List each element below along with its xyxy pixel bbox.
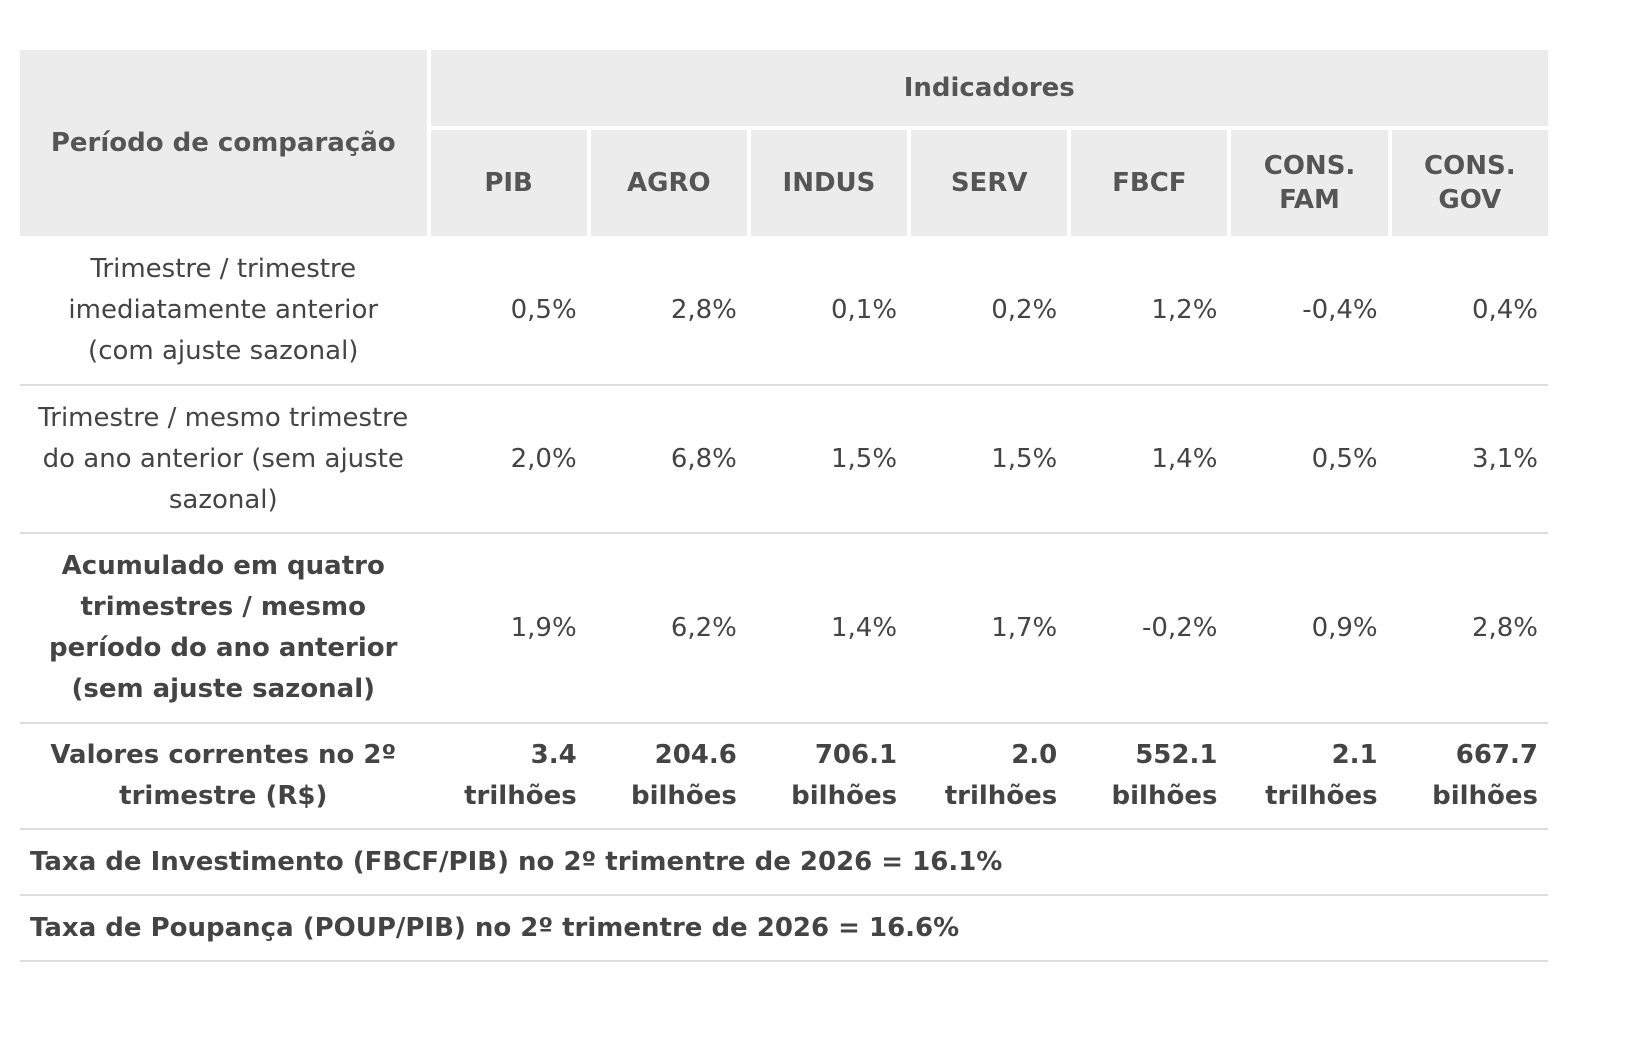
- cell-pib: 1,9%: [426, 534, 587, 724]
- footer-row-savings: Taxa de Poupança (POUP/PIB) no 2º trimen…: [20, 896, 1548, 962]
- cell-serv: 1,5%: [907, 386, 1068, 534]
- cell-serv: 1,7%: [907, 534, 1068, 724]
- cell-serv: 0,2%: [907, 236, 1068, 386]
- cell-agro: 204.6 bilhões: [586, 724, 747, 830]
- row-label: Trimestre / mesmo trimestre do ano anter…: [20, 386, 427, 534]
- column-header-indus: INDUS: [746, 126, 908, 236]
- gdp-indicators-table-container: Período de comparação Indicadores PIB AG…: [20, 50, 1548, 962]
- cell-cons-fam: -0,4%: [1227, 236, 1388, 386]
- indicators-group-header: Indicadores: [426, 50, 1548, 126]
- table-header: Período de comparação Indicadores PIB AG…: [20, 50, 1548, 236]
- table-row: Trimestre / trimestre imediatamente ante…: [20, 236, 1548, 386]
- column-header-pib: PIB: [426, 126, 587, 236]
- cell-agro: 6,8%: [586, 386, 747, 534]
- table-row: Acumulado em quatro trimestres / mesmo p…: [20, 534, 1548, 724]
- cell-cons-gov: 0,4%: [1387, 236, 1548, 386]
- header-row-columns: PIB AGRO INDUS SERV FBCF CONS. FAM CONS.…: [20, 126, 1548, 236]
- table-row: Valores correntes no 2º trimestre (R$) 3…: [20, 724, 1548, 830]
- savings-rate-note: Taxa de Poupança (POUP/PIB) no 2º trimen…: [20, 896, 1548, 962]
- table-body: Trimestre / trimestre imediatamente ante…: [20, 236, 1548, 962]
- cell-fbcf: 1,4%: [1067, 386, 1228, 534]
- cell-cons-gov: 2,8%: [1387, 534, 1548, 724]
- footer-row-investment: Taxa de Investimento (FBCF/PIB) no 2º tr…: [20, 830, 1548, 896]
- cell-indus: 1,5%: [746, 386, 908, 534]
- cell-fbcf: 1,2%: [1067, 236, 1228, 386]
- cell-pib: 0,5%: [426, 236, 587, 386]
- cell-cons-fam: 2.1 trilhões: [1227, 724, 1388, 830]
- cell-agro: 6,2%: [586, 534, 747, 724]
- cell-indus: 0,1%: [746, 236, 908, 386]
- row-label: Acumulado em quatro trimestres / mesmo p…: [20, 534, 427, 724]
- column-header-cons-gov: CONS. GOV: [1387, 126, 1548, 236]
- table-row: Trimestre / mesmo trimestre do ano anter…: [20, 386, 1548, 534]
- column-header-fbcf: FBCF: [1067, 126, 1228, 236]
- cell-pib: 2,0%: [426, 386, 587, 534]
- row-label: Trimestre / trimestre imediatamente ante…: [20, 236, 427, 386]
- period-column-header: Período de comparação: [20, 50, 427, 236]
- cell-fbcf: -0,2%: [1067, 534, 1228, 724]
- cell-cons-fam: 0,5%: [1227, 386, 1388, 534]
- cell-agro: 2,8%: [586, 236, 747, 386]
- row-label: Valores correntes no 2º trimestre (R$): [20, 724, 427, 830]
- cell-cons-fam: 0,9%: [1227, 534, 1388, 724]
- gdp-indicators-table: Período de comparação Indicadores PIB AG…: [20, 50, 1548, 962]
- column-header-serv: SERV: [907, 126, 1068, 236]
- cell-cons-gov: 3,1%: [1387, 386, 1548, 534]
- cell-pib: 3.4 trilhões: [426, 724, 587, 830]
- cell-indus: 1,4%: [746, 534, 908, 724]
- investment-rate-note: Taxa de Investimento (FBCF/PIB) no 2º tr…: [20, 830, 1548, 896]
- cell-serv: 2.0 trilhões: [907, 724, 1068, 830]
- header-row-top: Período de comparação Indicadores: [20, 50, 1548, 236]
- cell-indus: 706.1 bilhões: [746, 724, 908, 830]
- column-header-cons-fam: CONS. FAM: [1227, 126, 1388, 236]
- cell-cons-gov: 667.7 bilhões: [1387, 724, 1548, 830]
- cell-fbcf: 552.1 bilhões: [1067, 724, 1228, 830]
- column-header-agro: AGRO: [586, 126, 747, 236]
